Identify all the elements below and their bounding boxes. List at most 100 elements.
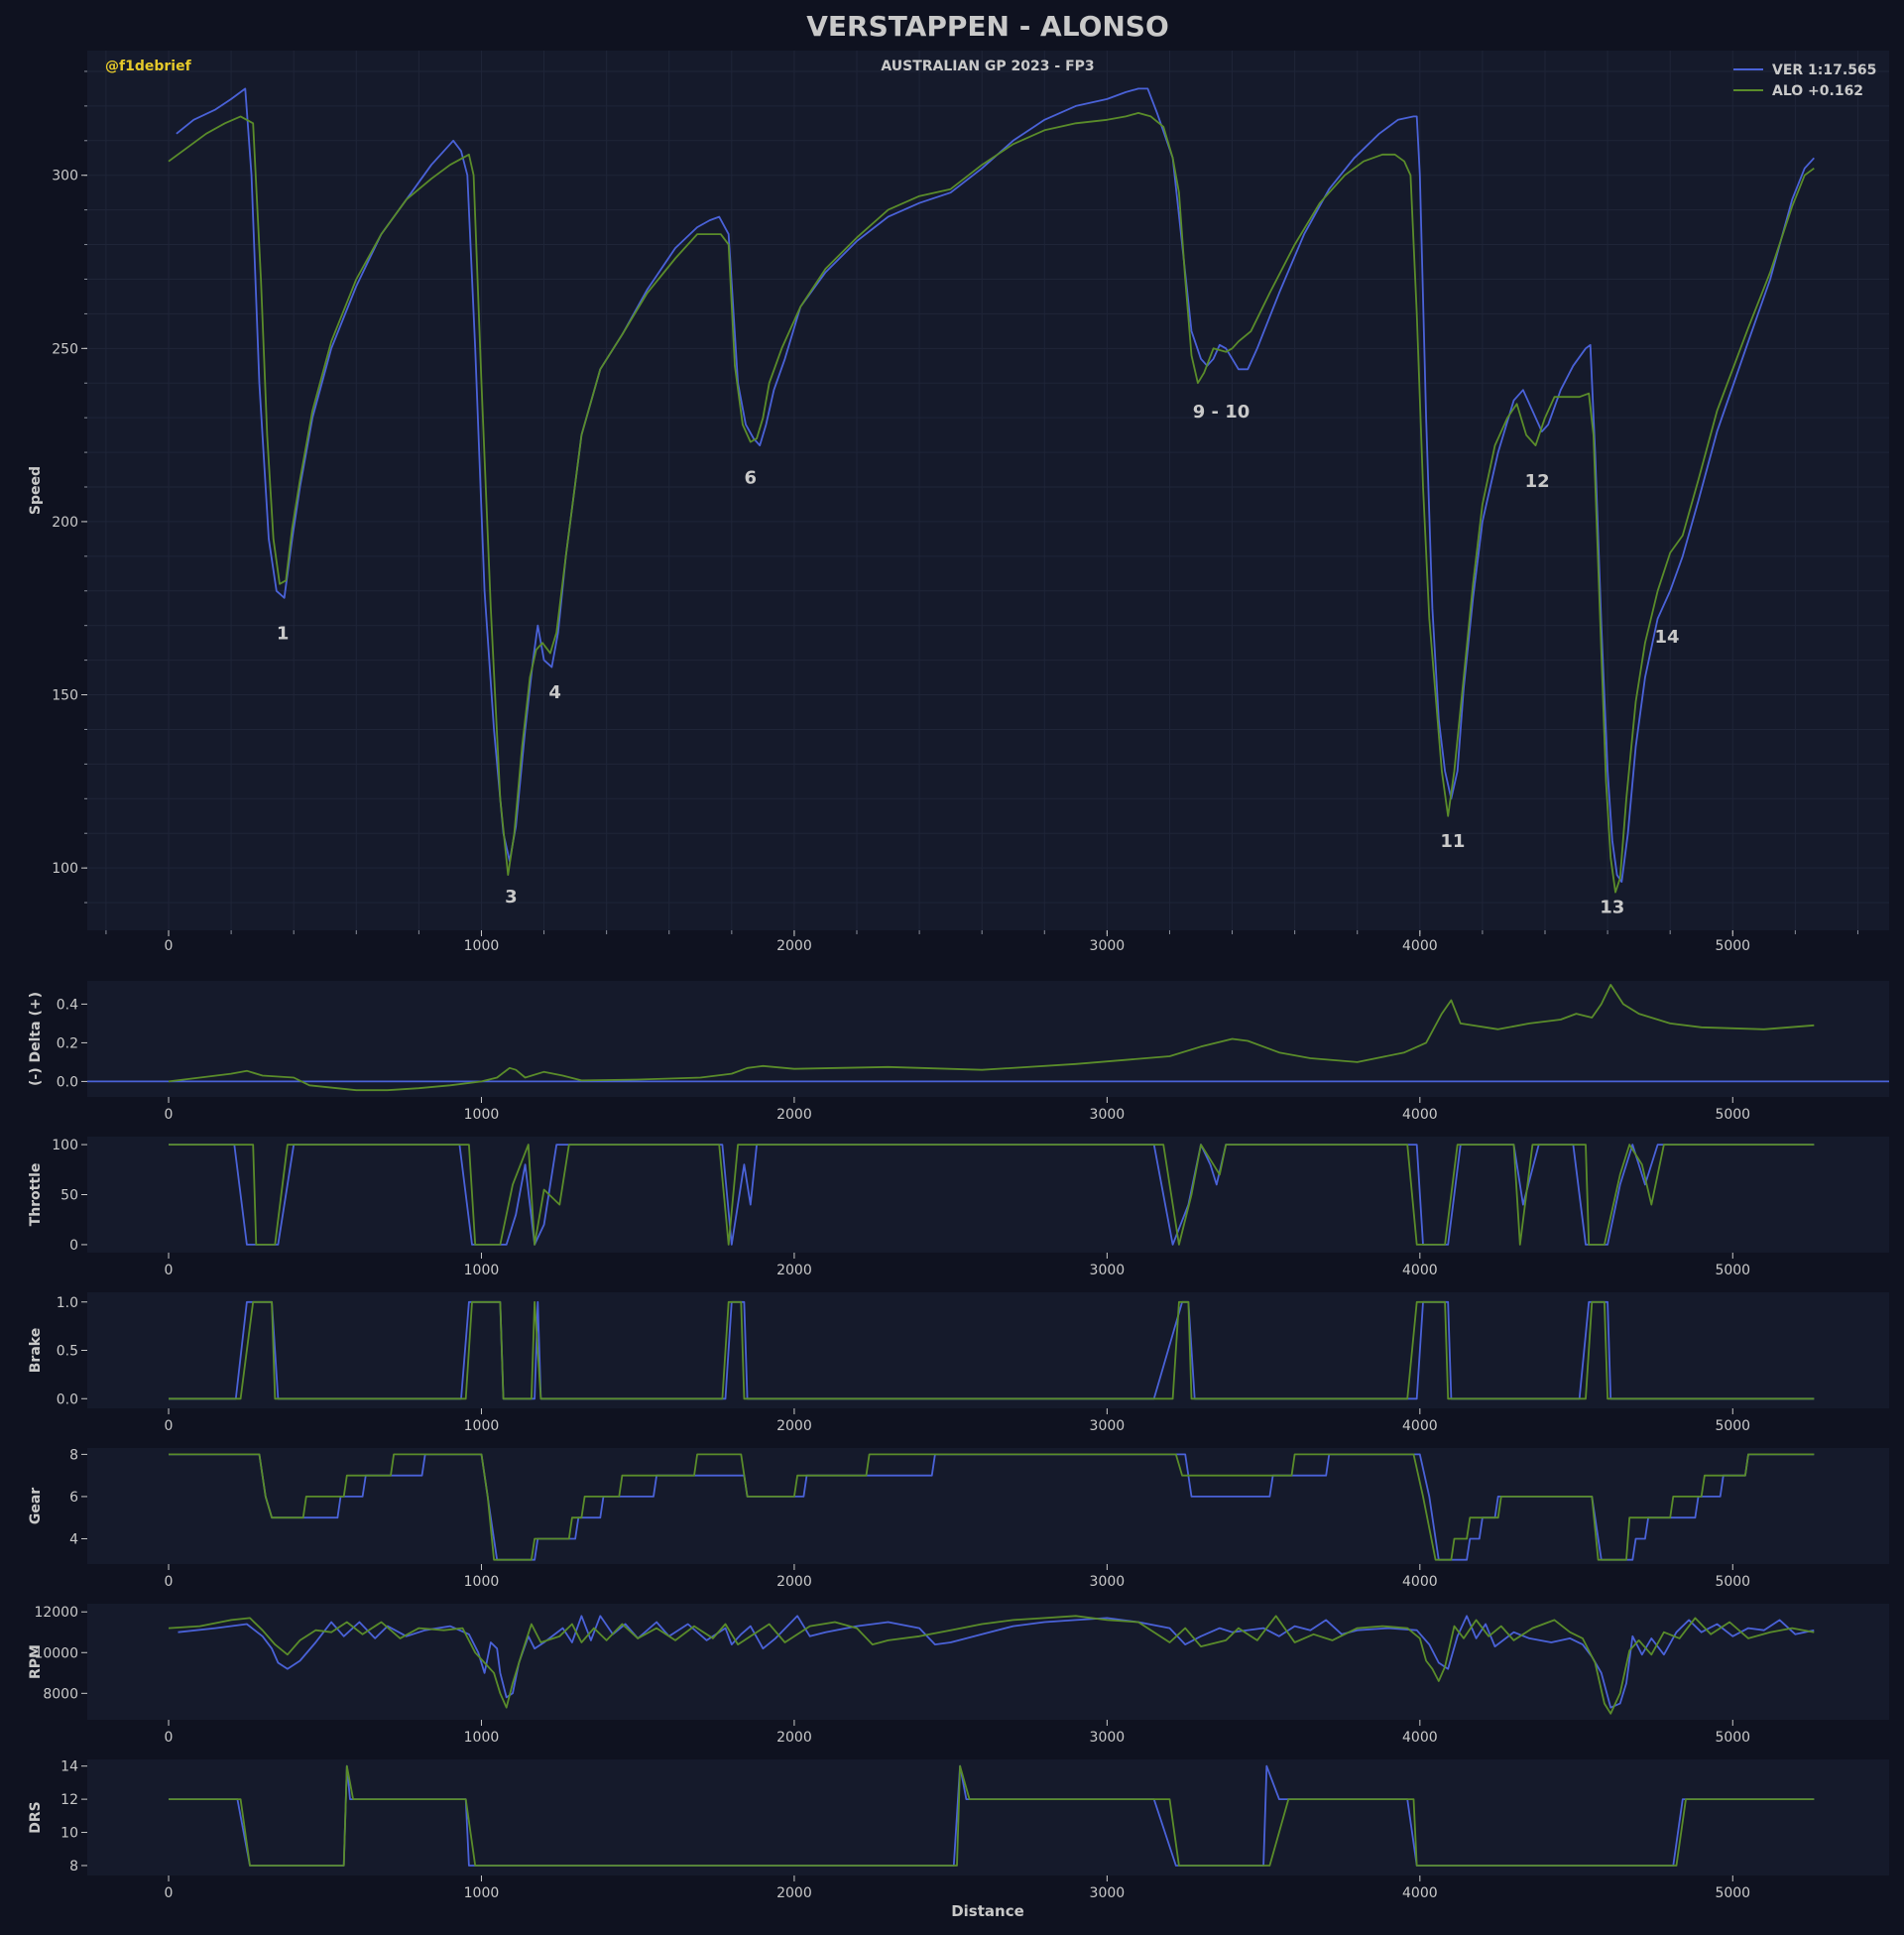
x-tick-label: 0 [165,1107,174,1123]
chart-subtitle: AUSTRALIAN GP 2023 - FP3 [881,59,1094,74]
x-tick-label: 5000 [1715,1263,1750,1278]
x-axis-label: Distance [951,1902,1024,1920]
x-tick-label: 2000 [776,1730,812,1746]
panel-delta: 0 1000 2000 3000 4000 5000 0.0 0.2 0.4 (-) Delta … [28,981,1889,1123]
watermark: @f1debrief [105,59,192,74]
panels: 0 1000 2000 3000 4000 5000100150200250300Spee… [28,51,1889,1901]
y-tick-label: 14 [60,1759,78,1775]
x-tick-label: 4000 [1402,1263,1438,1278]
series-line-alo [169,1764,1815,1867]
y-axis-label: Throttle [28,1163,44,1227]
y-tick-label: 8000 [43,1686,78,1702]
x-tick-label: 2000 [776,1574,812,1590]
y-tick-label: 1.0 [57,1295,78,1311]
y-axis-label: Speed [28,466,44,515]
x-tick-label: 2000 [776,1263,812,1278]
y-tick-label: 50 [60,1188,78,1204]
x-tick-label: 3000 [1090,1730,1126,1746]
y-tick-label: 0.2 [57,1035,78,1051]
x-tick-label: 0 [165,1885,174,1901]
panel-gear: 0 1000 2000 3000 4000 5000 4 6 8 Gear [28,1447,1889,1590]
panel-drs: 0 1000 2000 3000 4000 5000 8 10 12 14 DRS [28,1759,1889,1901]
y-tick-label: 0 [69,1238,78,1254]
panel-background [87,51,1889,930]
y-axis-label: DRS [28,1801,44,1833]
x-tick-label: 0 [165,1730,174,1746]
y-axis-label: RPM [28,1644,44,1679]
x-tick-label: 2000 [776,1885,812,1901]
y-tick-label: 4 [69,1531,78,1547]
x-tick-label: 5000 [1715,1107,1750,1123]
y-tick-label: 10000 [34,1645,78,1661]
panel-rpm: 0 1000 2000 3000 4000 5000 8000 10000 12000 RPM [28,1604,1889,1746]
x-tick-label: 0 [165,938,174,954]
corner-label: 11 [1440,831,1465,852]
x-tick-label: 4000 [1402,1730,1438,1746]
series-line-ver [169,1453,1815,1561]
corner-label: 6 [744,468,757,489]
y-tick-label: 0.0 [57,1391,78,1407]
corner-label: 12 [1525,471,1550,492]
x-tick-label: 4000 [1402,938,1438,954]
y-tick-label: 12000 [34,1605,78,1621]
series-line-alo [169,1144,1815,1246]
x-tick-label: 1000 [464,1574,500,1590]
corner-label: 13 [1600,898,1624,918]
panel-background [87,1759,1889,1875]
corner-label: 1 [277,624,290,645]
series-line-ver [169,1144,1815,1246]
y-tick-label: 200 [52,515,78,531]
x-tick-label: 5000 [1715,938,1750,954]
y-tick-label: 100 [52,1138,78,1153]
x-tick-label: 2000 [776,1107,812,1123]
x-tick-label: 1000 [464,1418,500,1434]
x-tick-label: 3000 [1090,1263,1126,1278]
panel-brake: 0 1000 2000 3000 4000 5000 0.0 0.5 1.0 Brake [28,1292,1889,1434]
y-axis-label: Brake [28,1328,44,1373]
x-tick-label: 5000 [1715,1730,1750,1746]
x-tick-label: 0 [165,1574,174,1590]
series-line-alo [169,1453,1815,1561]
y-tick-label: 100 [52,861,78,877]
x-tick-label: 3000 [1090,1885,1126,1901]
panel-throttle: 0 1000 2000 3000 4000 5000 0 50 100 Throttle [28,1137,1889,1278]
x-tick-label: 1000 [464,1107,500,1123]
corner-label: 14 [1654,627,1679,648]
x-tick-label: 4000 [1402,1107,1438,1123]
legend-label-alo: ALO +0.162 [1772,83,1863,99]
series-line-alo [169,1300,1815,1400]
chart-title: VERSTAPPEN - ALONSO [806,10,1169,43]
x-tick-label: 2000 [776,938,812,954]
x-tick-label: 4000 [1402,1418,1438,1434]
x-tick-label: 3000 [1090,1107,1126,1123]
x-tick-label: 3000 [1090,1574,1126,1590]
x-tick-label: 1000 [464,1263,500,1278]
x-tick-label: 3000 [1090,938,1126,954]
x-tick-label: 0 [165,1418,174,1434]
y-axis-label: Gear [28,1488,44,1524]
x-tick-label: 5000 [1715,1574,1750,1590]
panel-background [87,1448,1889,1564]
series-line-alo [168,1615,1815,1715]
panel-background [87,1292,1889,1408]
series-line-ver [176,87,1815,883]
y-tick-label: 0.4 [57,997,78,1013]
corner-label: 9 - 10 [1193,402,1250,423]
x-tick-label: 3000 [1090,1418,1126,1434]
y-tick-label: 10 [60,1826,78,1842]
y-tick-label: 6 [69,1490,78,1506]
x-tick-label: 5000 [1715,1418,1750,1434]
series-line-alo [168,984,1815,1092]
y-axis-label: (-) Delta (+) [28,992,44,1086]
x-tick-label: 4000 [1402,1574,1438,1590]
x-tick-label: 4000 [1402,1885,1438,1901]
legend-label-ver: VER 1:17.565 [1772,62,1876,78]
x-tick-label: 5000 [1715,1885,1750,1901]
y-tick-label: 8 [69,1447,78,1463]
corner-label: 4 [548,682,561,703]
x-tick-label: 1000 [464,938,500,954]
series-line-alo [168,112,1815,894]
x-tick-label: 1000 [464,1730,500,1746]
panel-background [87,981,1889,1097]
